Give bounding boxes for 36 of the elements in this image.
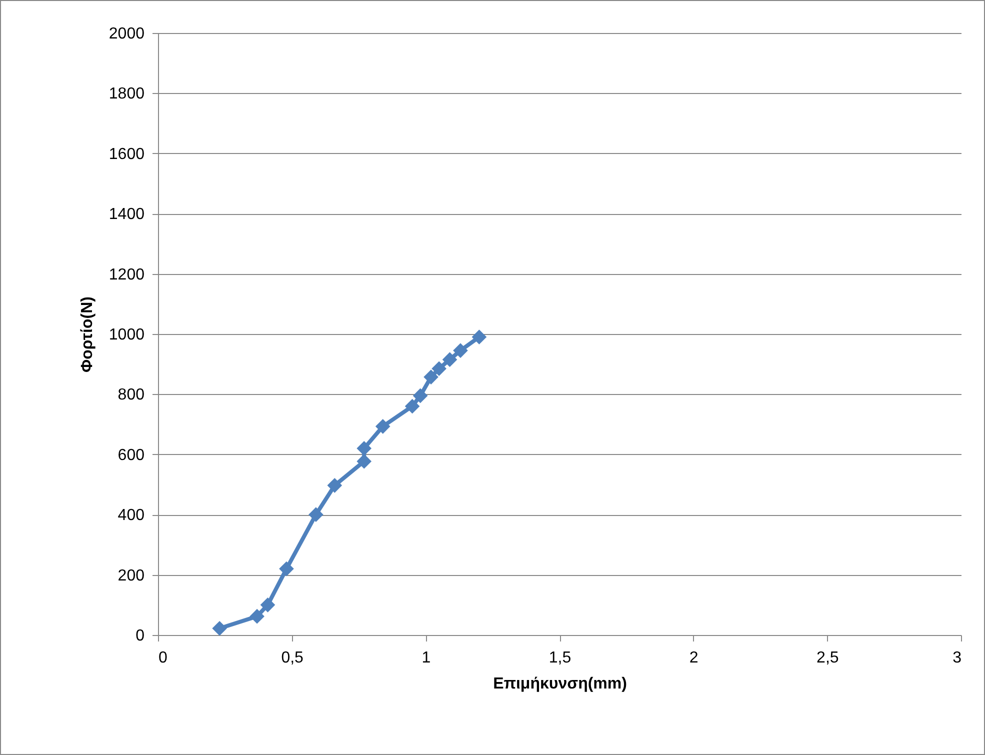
y-tick-label: 2000 bbox=[108, 26, 145, 42]
point bbox=[250, 608, 264, 624]
y-tick-label: 600 bbox=[118, 446, 145, 464]
y-tick-label: 1200 bbox=[108, 266, 145, 284]
y-tick-label: 200 bbox=[118, 567, 145, 584]
point bbox=[404, 398, 420, 414]
point bbox=[442, 352, 458, 367]
x-tick-label: 1,5 bbox=[548, 650, 572, 666]
point bbox=[453, 343, 468, 358]
point bbox=[327, 478, 342, 493]
point bbox=[356, 440, 372, 456]
y-tick-label: 1400 bbox=[108, 206, 145, 224]
y-tick-label: 1000 bbox=[108, 326, 145, 344]
x-tick-label: 2,5 bbox=[816, 650, 839, 666]
x-tick-label: 0,5 bbox=[281, 650, 304, 666]
point bbox=[212, 620, 227, 636]
x-tick-label: 2 bbox=[689, 650, 698, 666]
y-tick-label: 0 bbox=[136, 628, 145, 644]
point bbox=[432, 361, 446, 376]
point bbox=[424, 370, 438, 384]
point bbox=[375, 418, 390, 434]
x-tick-label: 0 bbox=[158, 650, 168, 666]
x-tick-label: 1 bbox=[422, 650, 431, 666]
point bbox=[279, 561, 294, 576]
point bbox=[412, 388, 428, 404]
x-axis-title: Επιμήκυνση(mm) bbox=[493, 676, 627, 692]
point bbox=[356, 454, 372, 469]
y-tick-label: 400 bbox=[118, 507, 145, 524]
point bbox=[472, 330, 487, 344]
y-axis-title: Φορτίο(N) bbox=[78, 296, 96, 372]
y-tick-label: 1600 bbox=[108, 146, 145, 163]
point bbox=[260, 597, 276, 612]
x-tick-label: 3 bbox=[952, 650, 962, 666]
y-tick-label: 800 bbox=[118, 386, 145, 404]
y-tick-label: 1800 bbox=[108, 86, 145, 103]
point bbox=[308, 507, 324, 522]
